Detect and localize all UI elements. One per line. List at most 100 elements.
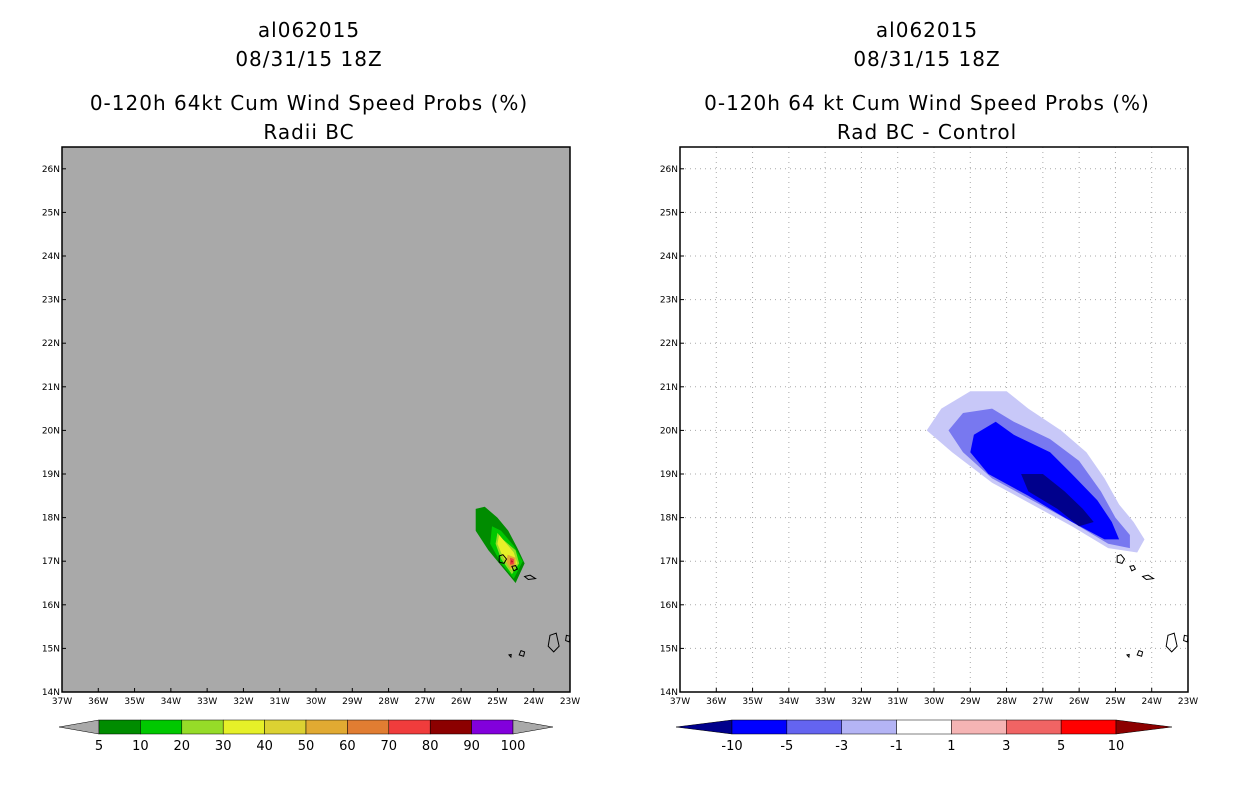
x-tick-label: 35W — [742, 697, 762, 707]
island-outline — [547, 632, 560, 653]
y-tick-label: 18N — [660, 514, 678, 524]
y-tick-label: 15N — [660, 644, 678, 654]
island-outline — [1116, 554, 1126, 564]
colorbar-label: 20 — [174, 739, 191, 754]
y-tick-label: 25N — [42, 208, 60, 218]
y-tick-label: 22N — [660, 339, 678, 349]
left-title-line-2: 08/31/15 18Z — [235, 47, 382, 71]
colorbar-swatch — [786, 719, 842, 735]
colorbar-label: 1 — [947, 739, 955, 754]
y-tick-label: 21N — [660, 383, 678, 393]
y-tick-label: 26N — [660, 165, 678, 175]
x-tick-label: 32W — [233, 697, 253, 707]
y-tick-label: 20N — [42, 426, 60, 436]
colorbar-label: 50 — [298, 739, 315, 754]
x-tick-label: 27W — [1033, 697, 1053, 707]
island-outline — [508, 653, 512, 659]
x-tick-label: 29W — [960, 697, 980, 707]
colorbar-label: 5 — [1057, 739, 1065, 754]
y-tick-label: 22N — [42, 339, 60, 349]
colorbar-label: 30 — [215, 739, 232, 754]
x-tick-label: 31W — [270, 697, 290, 707]
y-tick-label: 23N — [660, 296, 678, 306]
x-tick-label: 33W — [197, 697, 217, 707]
y-tick-label: 14N — [660, 688, 678, 698]
colorbar-swatch — [471, 719, 514, 735]
x-tick-label: 23W — [560, 697, 580, 707]
colorbar-over-arrow — [512, 719, 554, 735]
left-map-panel: 37W 36W 35W 34W 33W 32W 31W 30W 29W 28W 27W 26W 25W 2… — [42, 146, 580, 707]
colorbar-under-arrow — [675, 719, 733, 735]
island-outline — [1136, 649, 1144, 657]
colorbar-swatch — [1006, 719, 1062, 735]
y-tick-label: 21N — [42, 383, 60, 393]
x-tick-label: 36W — [706, 697, 726, 707]
colorbar-swatch — [896, 719, 952, 735]
colorbar-swatch — [951, 719, 1007, 735]
right-title-line-1: al062015 — [876, 18, 978, 42]
x-tick-label: 25W — [1105, 697, 1125, 707]
colorbar-swatch — [222, 719, 265, 735]
colorbar-label: 10 — [1108, 739, 1125, 754]
y-tick-label: 19N — [42, 470, 60, 480]
x-tick-label: 24W — [1142, 697, 1162, 707]
colorbar-swatch — [140, 719, 183, 735]
x-tick-label: 30W — [306, 697, 326, 707]
y-tick-label: 14N — [42, 688, 60, 698]
colorbar-label: 70 — [381, 739, 398, 754]
island-outline — [523, 574, 537, 581]
contour-fill-neg10 — [1021, 474, 1094, 527]
x-tick-label: 30W — [924, 697, 944, 707]
colorbar-label: 3 — [1002, 739, 1010, 754]
colorbar-label: -3 — [835, 739, 848, 754]
colorbar-under-arrow — [58, 719, 100, 735]
right-title-line-3: 0-120h 64 kt Cum Wind Speed Probs (%) — [704, 91, 1150, 115]
x-tick-label: 35W — [124, 697, 144, 707]
x-tick-label: 34W — [779, 697, 799, 707]
colorbar-over-arrow — [1115, 719, 1173, 735]
x-tick-label: 26W — [451, 697, 471, 707]
island-outline — [511, 565, 519, 572]
right-title-line-2: 08/31/15 18Z — [853, 47, 1000, 71]
x-tick-label: 34W — [161, 697, 181, 707]
y-tick-label: 24N — [42, 252, 60, 262]
right-map-panel: 37W 36W 35W 34W 33W 32W 31W 30W 29W 28W 27W 26W 25W 2… — [660, 146, 1198, 707]
x-tick-label: 36W — [88, 697, 108, 707]
colorbar-label: 40 — [256, 739, 273, 754]
x-tick-label: 33W — [815, 697, 835, 707]
island-outline — [518, 649, 526, 657]
x-tick-label: 32W — [851, 697, 871, 707]
x-tick-label: 37W — [670, 697, 690, 707]
colorbar-swatch — [264, 719, 307, 735]
colorbar-swatch — [841, 719, 897, 735]
colorbar-label: 10 — [132, 739, 149, 754]
colorbar-swatch — [388, 719, 431, 735]
right-title-line-4: Rad BC - Control — [837, 120, 1017, 144]
left-title-line-4: Radii BC — [263, 120, 354, 144]
colorbar-swatch — [347, 719, 390, 735]
left-colorbar: 5 10 20 30 40 50 60 70 80 90 100 — [58, 719, 554, 754]
plot-background — [62, 147, 570, 692]
x-tick-label: 27W — [415, 697, 435, 707]
y-tick-label: 23N — [42, 296, 60, 306]
colorbar-swatch — [429, 719, 472, 735]
colorbar-label: -10 — [721, 739, 742, 754]
colorbar-swatch — [98, 719, 141, 735]
x-tick-label: 28W — [378, 697, 398, 707]
colorbar-label: -5 — [780, 739, 793, 754]
y-tick-label: 17N — [42, 557, 60, 567]
colorbar-swatch — [181, 719, 224, 735]
colorbar-label: 100 — [501, 739, 526, 754]
x-tick-label: 24W — [524, 697, 544, 707]
island-outline — [498, 554, 508, 564]
colorbar-label: 90 — [463, 739, 480, 754]
island-outline — [1165, 632, 1178, 653]
colorbar-swatch — [1060, 719, 1117, 735]
x-tick-label: 23W — [1178, 697, 1198, 707]
y-tick-label: 19N — [660, 470, 678, 480]
y-tick-label: 15N — [42, 644, 60, 654]
island-outline — [1141, 574, 1155, 581]
colorbar-swatch — [305, 719, 348, 735]
colorbar-swatch — [731, 719, 788, 735]
y-tick-label: 18N — [42, 514, 60, 524]
